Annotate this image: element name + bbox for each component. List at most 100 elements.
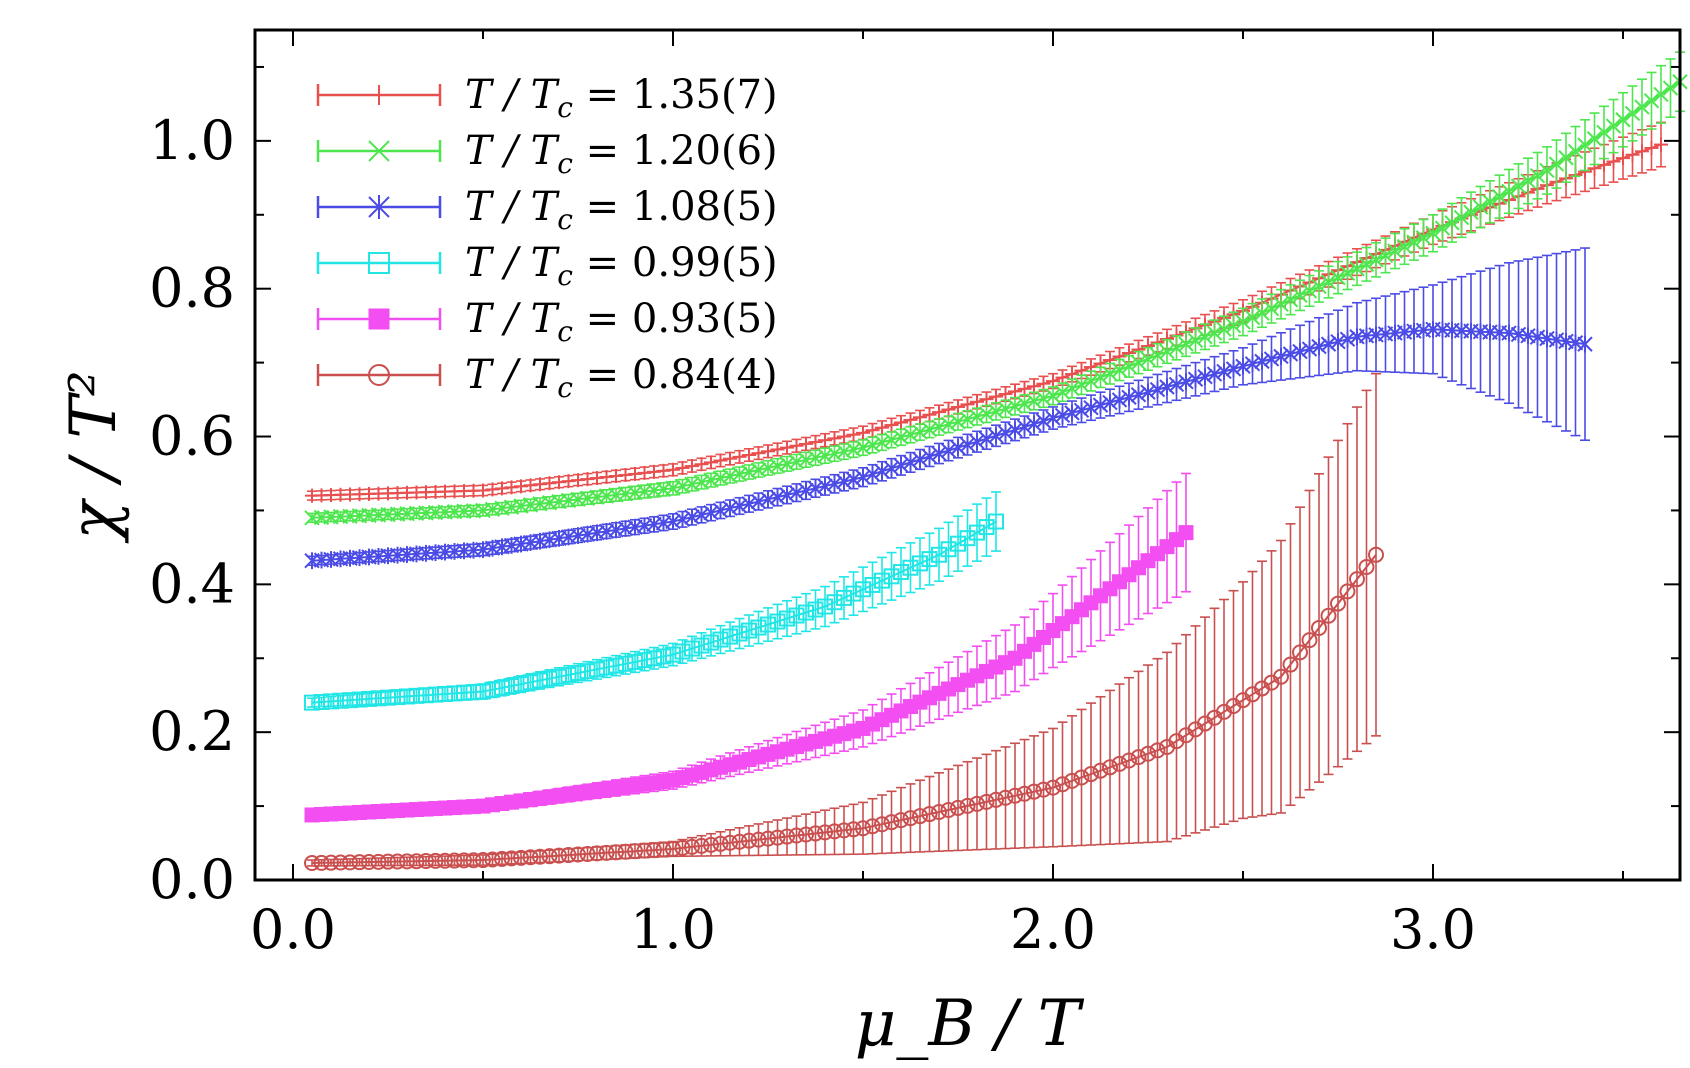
circle-marker (921, 806, 938, 823)
square-marker (342, 692, 358, 709)
square-marker (826, 594, 843, 611)
legend-label: T / Tc = 0.93(5) (465, 296, 778, 348)
circle-marker (313, 854, 330, 871)
square-marker (503, 677, 520, 694)
square-marker (418, 687, 434, 704)
circle-marker (940, 801, 957, 818)
square-marker (988, 513, 1004, 530)
x-marker-b (807, 450, 824, 466)
square-marker (570, 665, 586, 682)
x-marker-b (978, 406, 995, 422)
x-marker-b (921, 421, 938, 438)
legend-label: T / Tc = 1.20(6) (465, 128, 778, 180)
x-marker-b (1244, 309, 1261, 326)
square-marker (779, 610, 795, 627)
x-marker-b (1102, 365, 1118, 382)
square-marker (807, 601, 824, 618)
circle-marker (513, 849, 529, 866)
x-tick-label: 3.0 (1390, 898, 1476, 961)
x-marker-b (1434, 220, 1451, 236)
x-marker-b (893, 429, 909, 445)
square-marker (598, 659, 615, 676)
circle-marker (836, 822, 852, 839)
circle-marker (693, 837, 710, 854)
series-3 (304, 491, 1004, 711)
circle-marker (1073, 769, 1090, 786)
x-marker-b (1634, 99, 1650, 115)
circle-marker (636, 842, 653, 859)
x-marker-b (826, 445, 843, 462)
circle-marker (1064, 772, 1080, 789)
x-marker-b (902, 426, 919, 443)
legend-entry: T / Tc = 1.20(6) (316, 128, 778, 180)
circle-marker (579, 845, 596, 862)
x-marker-b (1111, 362, 1128, 378)
circle-marker (437, 852, 453, 869)
x-marker-b (1577, 137, 1593, 153)
x-marker-b (1358, 256, 1375, 273)
x-marker-b (1539, 162, 1555, 179)
x-marker-b (1624, 105, 1641, 122)
x-tick-label: 1.0 (630, 898, 716, 961)
x-marker-b (817, 448, 833, 464)
square-marker (560, 666, 577, 683)
circle-marker (1016, 785, 1033, 802)
circle-marker (351, 854, 368, 871)
circle-marker (902, 810, 919, 827)
x-marker-b (712, 470, 729, 486)
legend-label-value: = 0.84(4) (573, 352, 778, 398)
circle-marker (684, 838, 700, 855)
square-marker (712, 631, 729, 648)
x-marker-b (368, 140, 390, 162)
circle-marker (522, 849, 539, 866)
x-marker-b (1282, 292, 1299, 308)
circle-marker (665, 840, 681, 857)
x-marker-b (1007, 398, 1023, 414)
legend-label-var: T / T (465, 72, 561, 118)
square-marker (684, 640, 700, 657)
y-tick-label: 1.0 (149, 109, 235, 172)
x-marker-b (1187, 332, 1204, 349)
x-tick-label: 0.0 (250, 898, 336, 961)
square-marker (323, 693, 339, 710)
square-marker (579, 663, 596, 680)
square-marker (940, 541, 957, 558)
square-marker (703, 634, 719, 651)
x-marker-b (1206, 325, 1223, 341)
x-marker-b (1472, 199, 1489, 215)
x-marker-b (1216, 321, 1232, 338)
circle-marker (361, 854, 377, 871)
x-marker-b (1330, 269, 1346, 286)
series-2 (304, 247, 1593, 570)
square-marker (513, 676, 529, 693)
square-marker (959, 530, 976, 547)
circle-marker (722, 834, 738, 851)
axis-ticks: 0.0 1.0 2.0 3.0 0.0 0.2 0.4 0.6 0.8 1.0 (149, 30, 1680, 961)
x-marker-b (874, 434, 890, 451)
square-marker (446, 685, 463, 702)
square-marker (399, 688, 415, 705)
x-marker-b (1026, 393, 1042, 409)
x-marker-b (855, 439, 871, 456)
circle-marker (1330, 595, 1346, 612)
circle-marker (465, 852, 482, 869)
square-marker (693, 637, 710, 654)
x-marker-b (1149, 347, 1166, 363)
x-axis-label: μ_B / T (855, 987, 1085, 1061)
square-marker (760, 616, 776, 633)
square-marker (617, 655, 634, 672)
circle-marker (807, 825, 824, 842)
circle-marker (674, 839, 691, 856)
x-marker-b (1073, 377, 1090, 393)
square-marker (484, 681, 501, 698)
plot-area (304, 51, 1688, 871)
x-marker-b (1140, 351, 1156, 367)
x-marker-b (1320, 274, 1337, 290)
legend-label: T / Tc = 0.84(4) (465, 352, 778, 404)
x-marker-b (864, 437, 881, 453)
x-marker-b (665, 480, 681, 496)
circle-marker (969, 795, 985, 812)
x-marker-b (1596, 124, 1612, 141)
legend-label: T / Tc = 1.35(7) (465, 72, 778, 124)
square-marker (969, 524, 985, 541)
